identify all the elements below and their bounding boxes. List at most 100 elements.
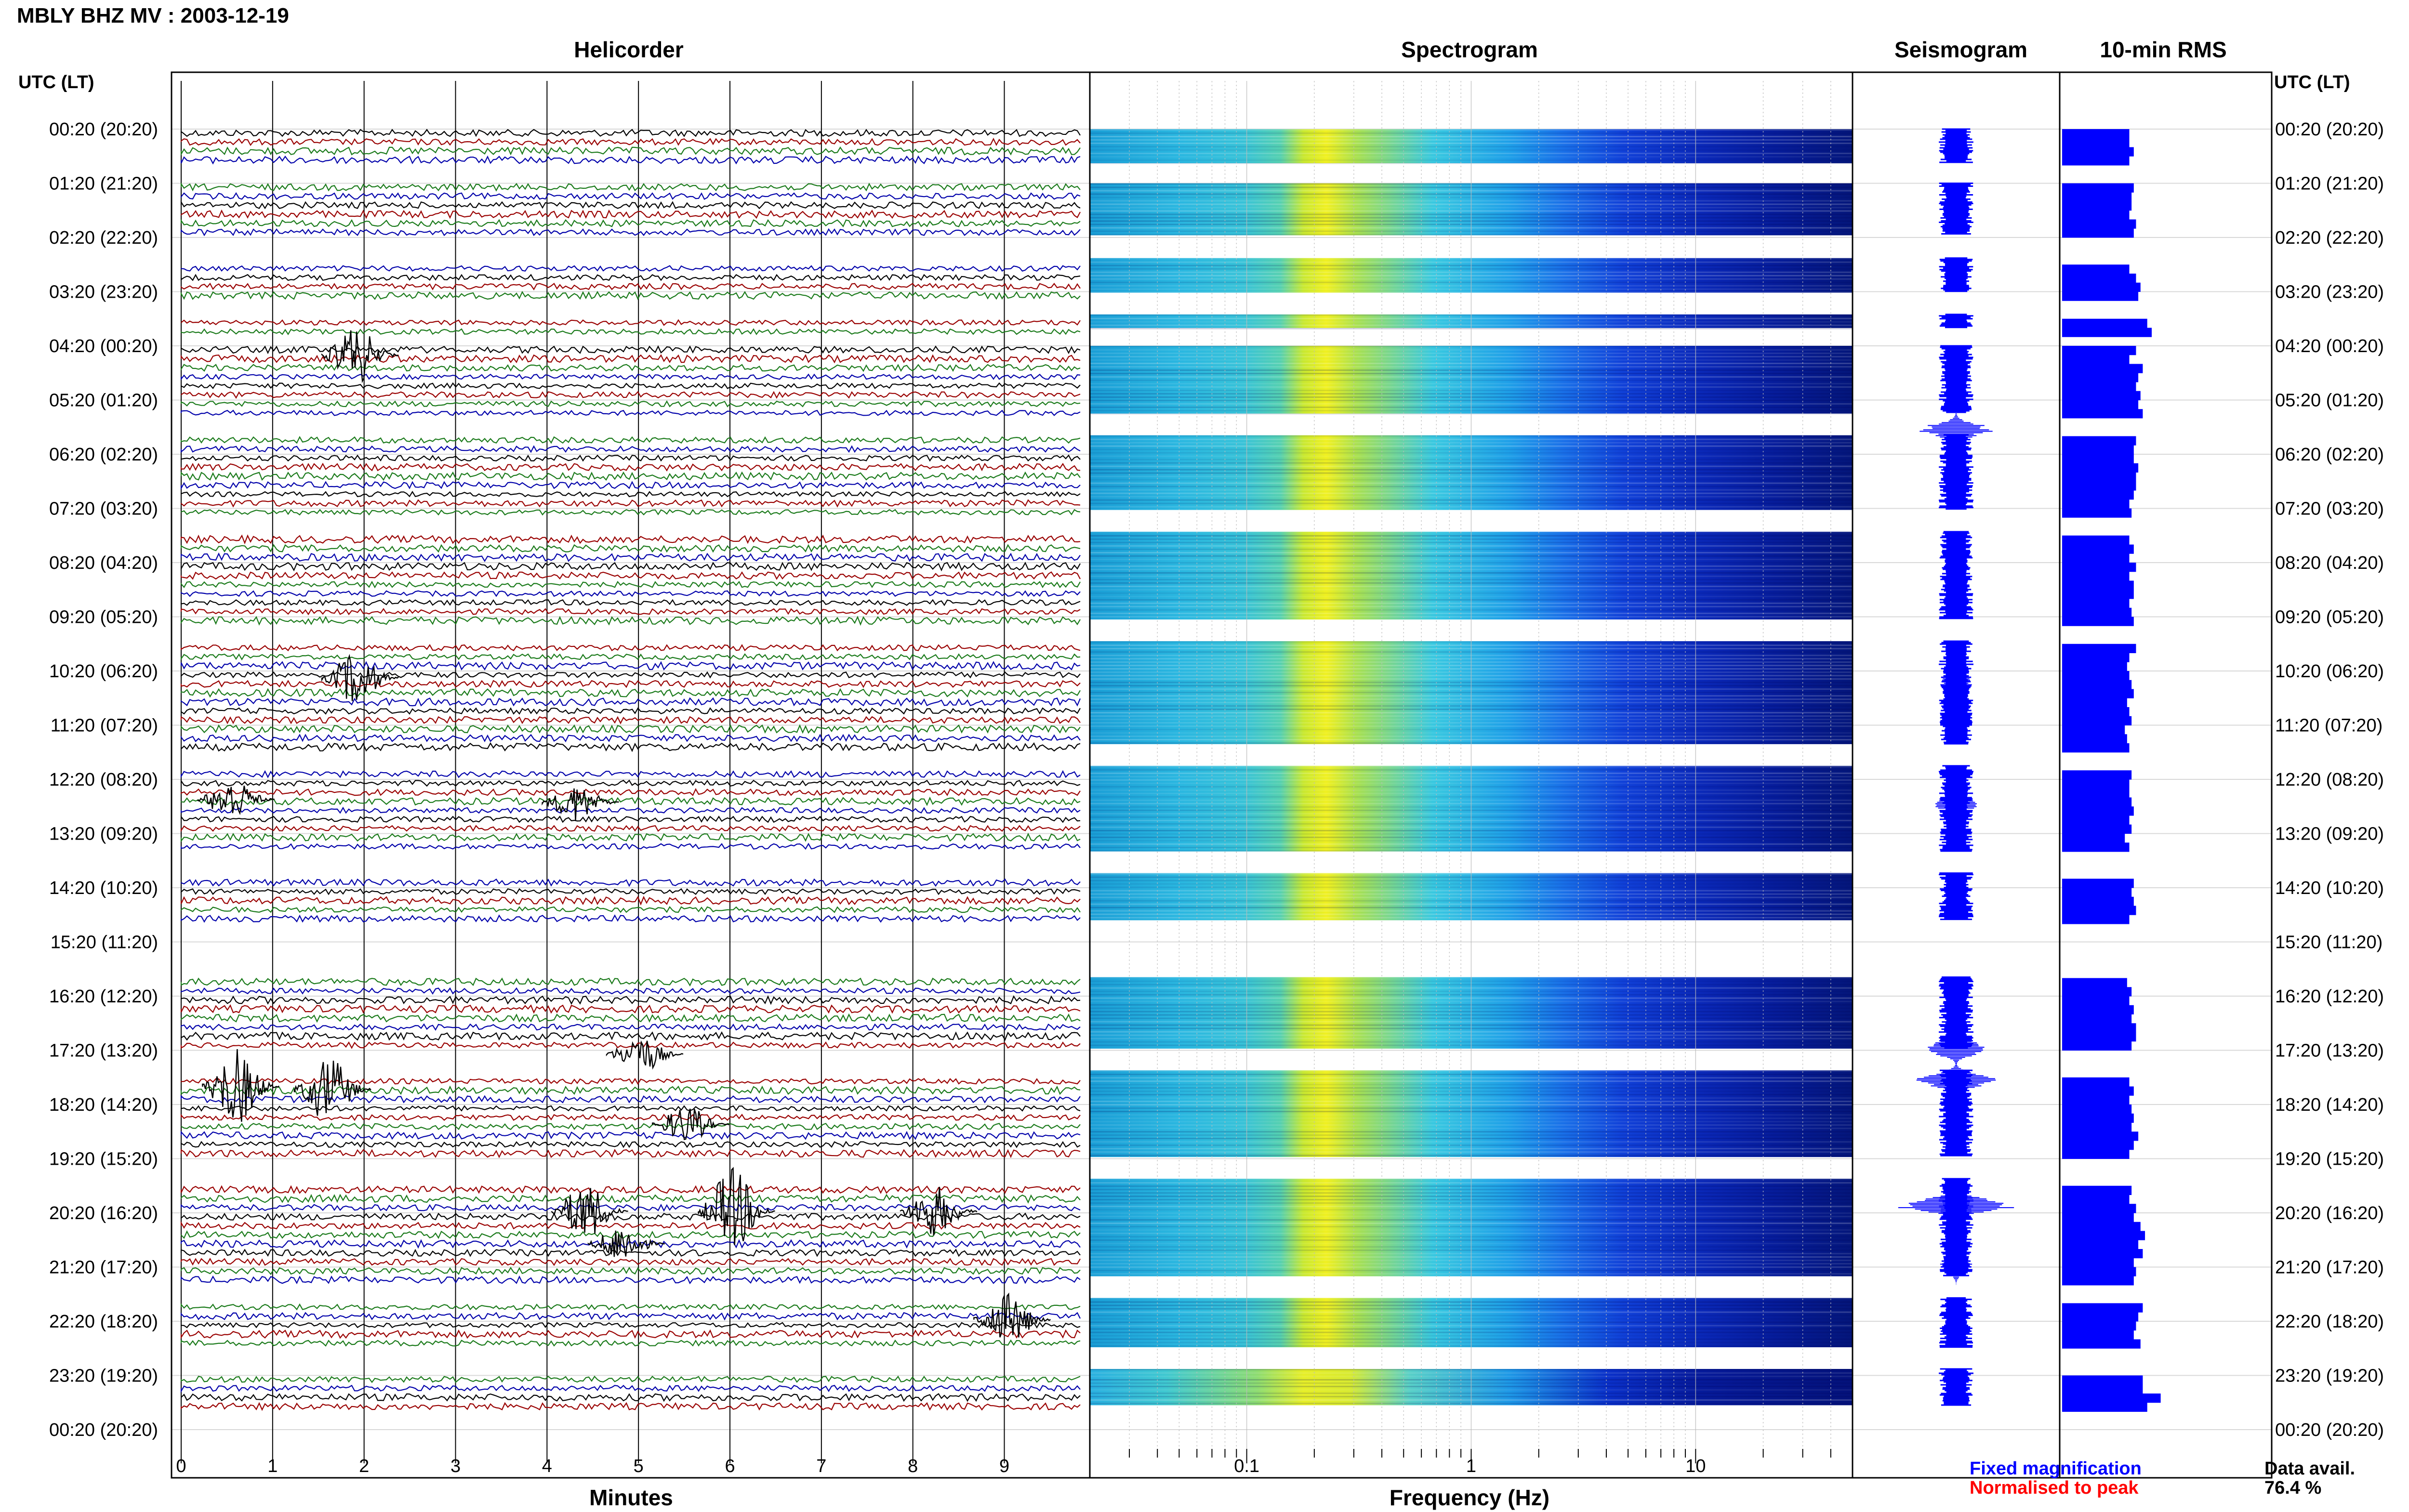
time-label-right: 18:20 (14:20) [2275, 1095, 2384, 1115]
rms-bar [2062, 996, 2130, 1006]
helicorder-event [293, 1061, 371, 1116]
helicorder-trace [180, 977, 1081, 987]
time-label-right: 03:20 (23:20) [2275, 282, 2384, 302]
legend-fixed: Fixed magnification [1970, 1459, 2142, 1479]
helicorder-trace [180, 382, 1081, 389]
rms-bar [2062, 662, 2127, 671]
helicorder-event [587, 1230, 665, 1257]
time-label-right: 23:20 (19:20) [2275, 1366, 2384, 1386]
time-label-left: 15:20 (11:20) [51, 933, 158, 953]
helicorder-event [973, 1292, 1051, 1338]
rms-bar [2062, 129, 2130, 139]
time-label-right: 00:20 (20:20) [2275, 119, 2384, 140]
seismogram-trace [1939, 640, 1973, 745]
helicorder-trace [180, 1339, 1081, 1347]
rms-bar [2062, 291, 2139, 301]
rms-bar [2062, 779, 2130, 789]
helicorder-tick-label: 3 [450, 1456, 461, 1476]
rms-bar [2062, 1267, 2136, 1276]
rms-bar [2062, 842, 2130, 852]
helicorder-tick-label: 6 [725, 1456, 735, 1476]
helicorder-trace [180, 796, 1081, 806]
rms-bar [2062, 138, 2130, 147]
helicorder-event [542, 788, 619, 821]
spectrogram-title: Spectrogram [1401, 37, 1538, 62]
helicorder-event [551, 1188, 628, 1234]
rms-bar [2062, 364, 2143, 373]
helicorder-trace [180, 707, 1081, 715]
time-label-right: 01:20 (21:20) [2275, 174, 2384, 194]
rms-bar [2062, 1149, 2130, 1159]
rms-bar [2062, 1394, 2161, 1403]
helicorder-trace [181, 1122, 1081, 1131]
helicorder-trace [180, 688, 1081, 698]
helicorder-trace [180, 391, 1081, 399]
helicorder-trace [180, 1321, 1081, 1329]
helicorder-trace [180, 435, 1081, 444]
seismogram-trace [1939, 1368, 1973, 1406]
spectrogram-tick-label: 0.1 [1234, 1456, 1259, 1476]
seismogram-trace [1939, 128, 1973, 163]
rms-bar [2062, 274, 2136, 283]
rms-bar [2062, 1195, 2130, 1204]
rms-bar [2062, 400, 2139, 409]
rms-bar [2062, 553, 2130, 563]
helicorder-trace [180, 1375, 1081, 1383]
helicorder-trace [180, 724, 1081, 734]
helicorder-trace [180, 209, 1081, 219]
time-label-right: 15:20 (11:20) [2275, 933, 2383, 953]
seismogram-trace [1939, 1297, 1973, 1348]
rms-bar [2062, 797, 2132, 807]
helicorder-trace [180, 825, 1081, 832]
time-label-right: 22:20 (18:20) [2275, 1312, 2384, 1332]
rms-bar [2062, 391, 2141, 400]
rms-bar [2062, 1240, 2139, 1249]
rms-bar [2062, 346, 2136, 355]
helicorder-tick-label: 5 [634, 1456, 644, 1476]
helicorder-trace [180, 509, 1081, 516]
helicorder-trace [180, 129, 1081, 137]
time-label-right: 11:20 (07:20) [2275, 716, 2383, 736]
time-label-right: 04:20 (00:20) [2275, 336, 2384, 356]
rms-title: 10-min RMS [2100, 37, 2227, 62]
helicorder-trace [180, 715, 1081, 724]
helicorder-trace [180, 445, 1081, 453]
rms-bar [2062, 770, 2132, 780]
rms-bar [2062, 264, 2130, 274]
rms-bar [2062, 734, 2127, 744]
helicorder-trace [180, 1312, 1081, 1321]
rms-bar [2062, 147, 2134, 157]
rms-bar [2062, 896, 2134, 906]
time-label-left: 08:20 (04:20) [49, 553, 158, 573]
seismogram-event [1935, 786, 1977, 822]
seismogram-event [1898, 1187, 2014, 1223]
rms-bar [2062, 879, 2134, 888]
seismogram-trace [1939, 434, 1973, 510]
helicorder-tick-label: 1 [267, 1456, 278, 1476]
seismogram-trace [1939, 257, 1973, 292]
time-label-right: 20:20 (16:20) [2275, 1203, 2384, 1223]
rms-bar [2062, 210, 2130, 220]
helicorder-traces [180, 129, 1081, 1411]
seismogram-trace [1939, 345, 1973, 413]
seismogram-event [1940, 1249, 1972, 1285]
time-label-right: 13:20 (09:20) [2275, 824, 2384, 844]
rms-bar [2062, 788, 2130, 798]
rms-bar [2062, 1005, 2134, 1014]
rms-bar [2062, 1086, 2134, 1096]
seismogram-traces [1898, 128, 2014, 1406]
time-label-left: 02:20 (22:20) [49, 228, 158, 248]
helicorder-trace [180, 155, 1081, 165]
time-label-left: 06:20 (02:20) [49, 445, 158, 465]
helicorder-trace [180, 200, 1081, 210]
helicorder-trace [180, 146, 1081, 156]
rms-bar [2062, 815, 2130, 825]
helicorder-trace [180, 895, 1081, 906]
rms-bar [2062, 508, 2132, 518]
rms-bar [2062, 355, 2130, 364]
rms-bar [2062, 978, 2127, 987]
helicorder-tick-label: 4 [542, 1456, 552, 1476]
helicorder-trace [180, 1266, 1081, 1275]
rms-bar [2062, 1258, 2134, 1267]
helicorder-tick-label: 7 [816, 1456, 826, 1476]
